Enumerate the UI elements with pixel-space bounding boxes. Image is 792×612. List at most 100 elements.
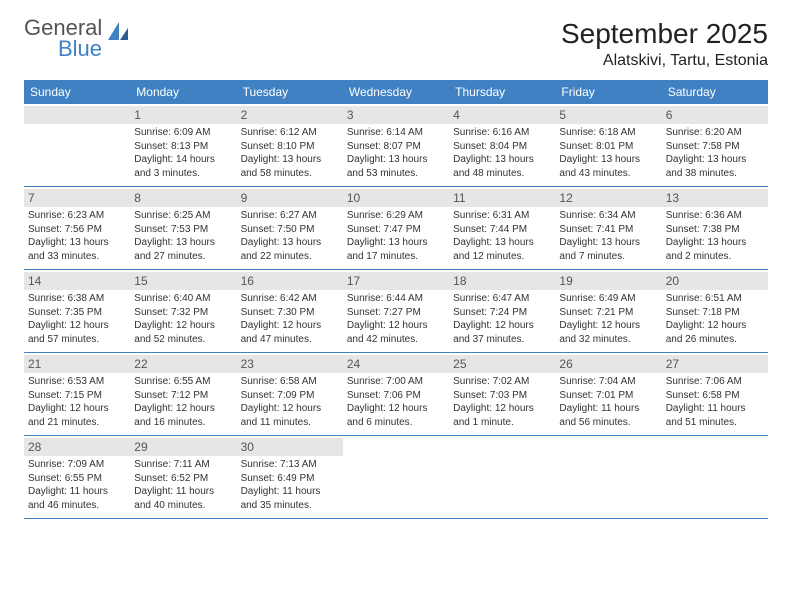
day-info: Sunrise: 6:44 AMSunset: 7:27 PMDaylight:… — [347, 292, 445, 346]
day-cell: 4Sunrise: 6:16 AMSunset: 8:04 PMDaylight… — [449, 104, 555, 186]
day-cell: 11Sunrise: 6:31 AMSunset: 7:44 PMDayligh… — [449, 187, 555, 269]
day-number: 19 — [555, 272, 661, 290]
day-cell: 26Sunrise: 7:04 AMSunset: 7:01 PMDayligh… — [555, 353, 661, 435]
dow-thursday: Thursday — [449, 80, 555, 104]
dow-wednesday: Wednesday — [343, 80, 449, 104]
day-number: 2 — [237, 106, 343, 124]
day-info: Sunrise: 6:09 AMSunset: 8:13 PMDaylight:… — [134, 126, 232, 180]
day-cell: 20 Sunrise: 6:51 AMSunset: 7:18 PMDayligh… — [662, 270, 768, 352]
sail-icon — [106, 20, 130, 42]
day-info: Sunrise: 6:20 AMSunset: 7:58 PMDaylight:… — [666, 126, 764, 180]
day-info: Sunrise: 7:06 AMSunset: 6:58 PMDaylight:… — [666, 375, 764, 429]
day-number: 21 — [24, 355, 130, 373]
day-info: Sunrise: 7:02 AMSunset: 7:03 PMDaylight:… — [453, 375, 551, 429]
day-number: 12 — [555, 189, 661, 207]
logo-line2: Blue — [24, 39, 102, 60]
logo-text: General Blue — [24, 18, 102, 60]
day-number: 27 — [662, 355, 768, 373]
day-number: 9 — [237, 189, 343, 207]
day-cell: 8Sunrise: 6:25 AMSunset: 7:53 PMDaylight… — [130, 187, 236, 269]
day-info: Sunrise: 7:00 AMSunset: 7:06 PMDaylight:… — [347, 375, 445, 429]
day-cell: 15Sunrise: 6:40 AMSunset: 7:32 PMDayligh… — [130, 270, 236, 352]
day-number: 5 — [555, 106, 661, 124]
day-info: Sunrise: 6:51 AMSunset: 7:18 PMDaylight:… — [666, 292, 764, 346]
day-number: 10 — [343, 189, 449, 207]
weeks-container: 1 Sunrise: 6:09 AMSunset: 8:13 PMDaylight… — [24, 104, 768, 519]
day-info: Sunrise: 7:09 AMSunset: 6:55 PMDaylight:… — [28, 458, 126, 512]
day-info: Sunrise: 6:34 AMSunset: 7:41 PMDaylight:… — [559, 209, 657, 263]
week-row: 7Sunrise: 6:23 AMSunset: 7:56 PMDaylight… — [24, 187, 768, 270]
day-info: Sunrise: 6:18 AMSunset: 8:01 PMDaylight:… — [559, 126, 657, 180]
day-number: 13 — [662, 189, 768, 207]
day-number: 29 — [130, 438, 236, 456]
day-info: Sunrise: 6:27 AMSunset: 7:50 PMDaylight:… — [241, 209, 339, 263]
day-cell: 22 Sunrise: 6:55 AMSunset: 7:12 PMDayligh… — [130, 353, 236, 435]
header: General Blue September 2025 Alatskivi, T… — [24, 18, 768, 70]
day-info: Sunrise: 6:16 AMSunset: 8:04 PMDaylight:… — [453, 126, 551, 180]
day-info: Sunrise: 6:25 AMSunset: 7:53 PMDaylight:… — [134, 209, 232, 263]
month-title: September 2025 — [561, 18, 768, 50]
day-info: Sunrise: 6:55 AMSunset: 7:12 PMDaylight:… — [134, 375, 232, 429]
day-cell: 2 Sunrise: 6:12 AMSunset: 8:10 PMDaylight… — [237, 104, 343, 186]
location: Alatskivi, Tartu, Estonia — [561, 52, 768, 70]
day-number: 7 — [24, 189, 130, 207]
day-number: 1 — [130, 106, 236, 124]
dow-header: SundayMondayTuesdayWednesdayThursdayFrid… — [24, 80, 768, 104]
day-cell — [343, 436, 449, 518]
day-cell: 28 Sunrise: 7:09 AMSunset: 6:55 PMDayligh… — [24, 436, 130, 518]
day-info: Sunrise: 6:36 AMSunset: 7:38 PMDaylight:… — [666, 209, 764, 263]
day-number: 22 — [130, 355, 236, 373]
calendar: SundayMondayTuesdayWednesdayThursdayFrid… — [24, 80, 768, 519]
day-number: 20 — [662, 272, 768, 290]
day-cell — [662, 436, 768, 518]
week-row: 1 Sunrise: 6:09 AMSunset: 8:13 PMDaylight… — [24, 104, 768, 187]
day-number: 11 — [449, 189, 555, 207]
dow-sunday: Sunday — [24, 80, 130, 104]
day-info: Sunrise: 6:49 AMSunset: 7:21 PMDaylight:… — [559, 292, 657, 346]
day-cell — [24, 104, 130, 186]
day-number: 16 — [237, 272, 343, 290]
day-cell: 16 Sunrise: 6:42 AMSunset: 7:30 PMDayligh… — [237, 270, 343, 352]
day-info: Sunrise: 6:42 AMSunset: 7:30 PMDaylight:… — [241, 292, 339, 346]
title-block: September 2025 Alatskivi, Tartu, Estonia — [561, 18, 768, 70]
day-number: 3 — [343, 106, 449, 124]
day-info: Sunrise: 7:04 AMSunset: 7:01 PMDaylight:… — [559, 375, 657, 429]
day-cell: 29 Sunrise: 7:11 AMSunset: 6:52 PMDayligh… — [130, 436, 236, 518]
week-row: 28 Sunrise: 7:09 AMSunset: 6:55 PMDayligh… — [24, 436, 768, 519]
day-number: 30 — [237, 438, 343, 456]
day-info: Sunrise: 7:13 AMSunset: 6:49 PMDaylight:… — [241, 458, 339, 512]
day-number: 17 — [343, 272, 449, 290]
day-cell: 1 Sunrise: 6:09 AMSunset: 8:13 PMDaylight… — [130, 104, 236, 186]
day-cell: 25Sunrise: 7:02 AMSunset: 7:03 PMDayligh… — [449, 353, 555, 435]
day-cell: 19 Sunrise: 6:49 AMSunset: 7:21 PMDayligh… — [555, 270, 661, 352]
day-cell: 17 Sunrise: 6:44 AMSunset: 7:27 PMDayligh… — [343, 270, 449, 352]
day-info: Sunrise: 6:29 AMSunset: 7:47 PMDaylight:… — [347, 209, 445, 263]
dow-friday: Friday — [555, 80, 661, 104]
day-number: 15 — [130, 272, 236, 290]
day-info: Sunrise: 7:11 AMSunset: 6:52 PMDaylight:… — [134, 458, 232, 512]
day-number: 24 — [343, 355, 449, 373]
day-info: Sunrise: 6:38 AMSunset: 7:35 PMDaylight:… — [28, 292, 126, 346]
empty-daynum-bar — [24, 106, 130, 124]
day-cell: 21Sunrise: 6:53 AMSunset: 7:15 PMDayligh… — [24, 353, 130, 435]
dow-saturday: Saturday — [662, 80, 768, 104]
day-cell: 24 Sunrise: 7:00 AMSunset: 7:06 PMDayligh… — [343, 353, 449, 435]
day-number: 6 — [662, 106, 768, 124]
day-cell: 13 Sunrise: 6:36 AMSunset: 7:38 PMDayligh… — [662, 187, 768, 269]
day-cell: 27 Sunrise: 7:06 AMSunset: 6:58 PMDayligh… — [662, 353, 768, 435]
day-info: Sunrise: 6:12 AMSunset: 8:10 PMDaylight:… — [241, 126, 339, 180]
dow-monday: Monday — [130, 80, 236, 104]
day-info: Sunrise: 6:14 AMSunset: 8:07 PMDaylight:… — [347, 126, 445, 180]
day-number: 18 — [449, 272, 555, 290]
day-info: Sunrise: 6:47 AMSunset: 7:24 PMDaylight:… — [453, 292, 551, 346]
day-number: 23 — [237, 355, 343, 373]
day-number: 14 — [24, 272, 130, 290]
week-row: 14 Sunrise: 6:38 AMSunset: 7:35 PMDayligh… — [24, 270, 768, 353]
day-cell: 5 Sunrise: 6:18 AMSunset: 8:01 PMDaylight… — [555, 104, 661, 186]
day-cell: 30 Sunrise: 7:13 AMSunset: 6:49 PMDayligh… — [237, 436, 343, 518]
day-cell: 10 Sunrise: 6:29 AMSunset: 7:47 PMDayligh… — [343, 187, 449, 269]
day-cell — [555, 436, 661, 518]
day-cell: 9 Sunrise: 6:27 AMSunset: 7:50 PMDaylight… — [237, 187, 343, 269]
week-row: 21Sunrise: 6:53 AMSunset: 7:15 PMDayligh… — [24, 353, 768, 436]
day-number: 28 — [24, 438, 130, 456]
